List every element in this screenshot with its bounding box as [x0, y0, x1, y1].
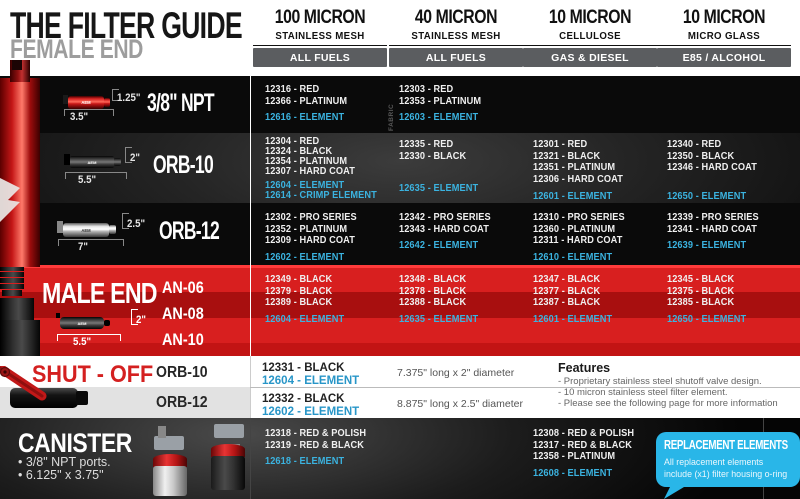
svg-text:AEM: AEM	[78, 321, 88, 326]
svg-text:AEM: AEM	[81, 100, 91, 105]
svg-text:AEM: AEM	[81, 228, 91, 233]
svg-text:AEM: AEM	[88, 160, 98, 165]
